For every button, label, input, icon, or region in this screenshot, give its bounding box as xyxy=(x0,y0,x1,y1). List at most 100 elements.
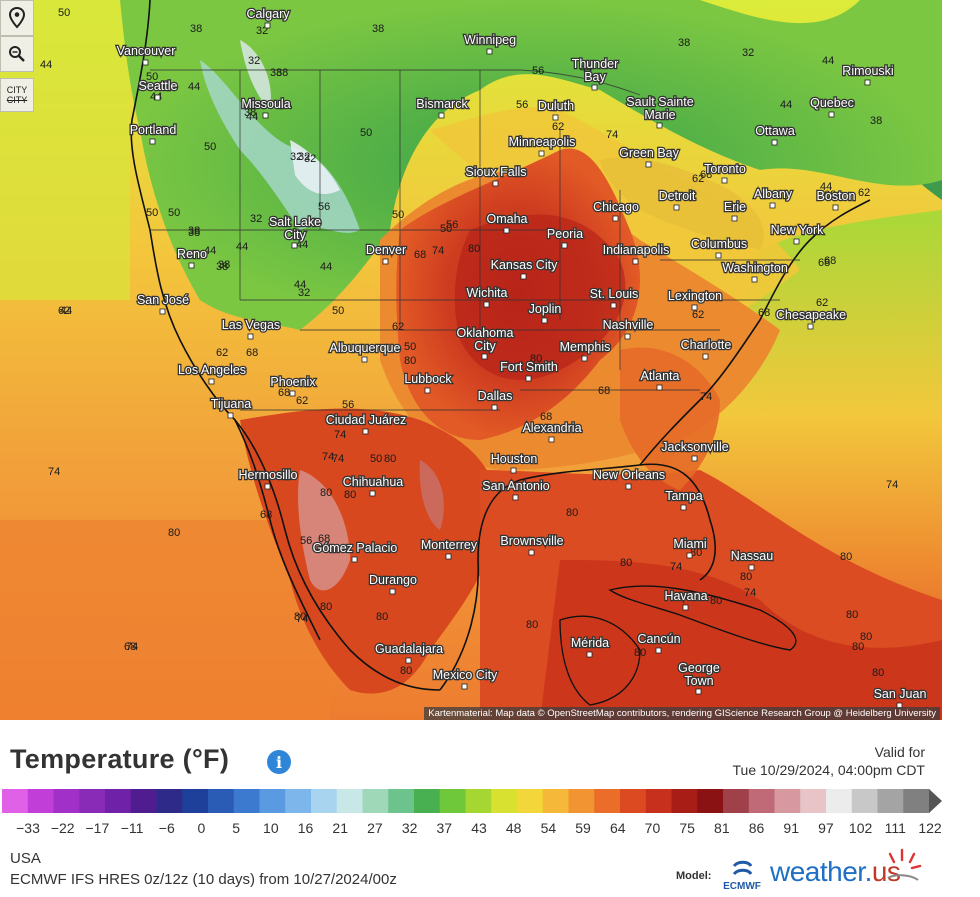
city-label: Wichita xyxy=(467,286,508,300)
city-dot xyxy=(832,204,839,211)
city-dot xyxy=(748,564,755,571)
isotherm-label: 68 xyxy=(246,347,258,359)
colorbar-tick-label: −22 xyxy=(50,820,75,836)
city-dot xyxy=(751,276,758,283)
isotherm-label: 74 xyxy=(296,613,308,625)
city-dot xyxy=(289,390,296,397)
info-icon[interactable]: i xyxy=(267,750,291,774)
city-label: Winnipeg xyxy=(464,33,516,47)
city-label: Quebec xyxy=(810,96,854,110)
isotherm-label: 38 xyxy=(678,37,690,49)
isotherm-label: 74 xyxy=(886,479,898,491)
city-dot xyxy=(247,333,254,340)
temperature-map[interactable]: 5038323844383244504432505056443832444438… xyxy=(0,0,942,720)
city-label: Nashville xyxy=(603,318,654,332)
isotherm-label: 68 xyxy=(414,249,426,261)
city-label: Rimouski xyxy=(842,64,893,78)
city-dot xyxy=(655,647,662,654)
isotherm-label: 56 xyxy=(532,65,544,77)
city-label: Ciudad Juárez xyxy=(326,413,407,427)
city-dot xyxy=(691,304,698,311)
city-label: Denver xyxy=(366,243,406,257)
isotherm-label: 68 xyxy=(278,387,290,399)
isotherm-label: 50 xyxy=(146,71,158,83)
isotherm-labels: 5038323844383244504432505056443832444438… xyxy=(40,7,898,679)
city-label: Memphis xyxy=(560,340,611,354)
colorbar-segment xyxy=(542,789,570,813)
isotherm-label: 68 xyxy=(260,509,272,521)
isotherm-label: 80 xyxy=(860,631,872,643)
isotherm-label: 68 xyxy=(540,411,552,423)
city-label: New Orleans xyxy=(593,468,665,482)
city-label: Houston xyxy=(491,452,538,466)
isotherm-label: 32 xyxy=(248,55,260,67)
city-label: Tijuana xyxy=(211,397,252,411)
isotherm-label: 44 xyxy=(296,239,308,251)
isotherm-label: 80 xyxy=(872,667,884,679)
city-dot xyxy=(625,483,632,490)
isotherm-label: 38 xyxy=(188,225,200,237)
city-dot xyxy=(491,404,498,411)
colorbar-segment xyxy=(774,789,801,813)
isotherm-label: 50 xyxy=(440,223,452,235)
city-dot xyxy=(864,79,871,86)
city-dot xyxy=(771,139,778,146)
city-dot xyxy=(492,180,499,187)
isotherm-label: 62 xyxy=(280,471,292,483)
city-dot xyxy=(438,112,445,119)
city-dot xyxy=(405,657,412,664)
isotherm-label: 80 xyxy=(320,487,332,499)
isotherm-label: 44 xyxy=(580,63,592,75)
zoom-button[interactable] xyxy=(0,36,34,72)
colorbar-segment xyxy=(568,789,595,813)
brand-name: weather xyxy=(770,856,865,887)
map-canvas[interactable]: 5038323844383244504432505056443832444438… xyxy=(0,0,942,720)
city-label: Phoenix xyxy=(270,375,316,389)
colorbar-tick-label: 16 xyxy=(297,820,314,836)
map-attribution: Kartenmaterial: Map data © OpenStreetMap… xyxy=(424,707,940,720)
isotherm-label: 56 xyxy=(342,399,354,411)
isotherm-label: 74 xyxy=(48,466,60,478)
isotherm-label: 80 xyxy=(840,551,852,563)
colorbar-tick-label: 70 xyxy=(644,820,661,836)
isotherm-label: 44 xyxy=(204,245,216,257)
city-toggle-button[interactable]: CITY CITY xyxy=(0,78,34,112)
isotherm-label: 50 xyxy=(392,209,404,221)
isotherm-label: 80 xyxy=(320,601,332,613)
isotherm-label: 50 xyxy=(58,7,70,19)
city-label: Indianapolis xyxy=(603,243,670,257)
colorbar-tick-label: 32 xyxy=(401,820,418,836)
city-toggle-label-bottom: CITY xyxy=(6,95,28,105)
city-label: Sault Sainte Marie xyxy=(626,95,693,122)
isotherm-label: 80 xyxy=(376,611,388,623)
city-label: Thunder Bay xyxy=(572,57,619,84)
isotherm-label: 38 xyxy=(244,107,256,119)
city-dot xyxy=(361,356,368,363)
city-dot xyxy=(382,258,389,265)
isotherm-label: 32 xyxy=(250,213,262,225)
city-label: Reno xyxy=(177,247,207,261)
city-label: Cancún xyxy=(637,632,680,646)
location-pin-button[interactable] xyxy=(0,0,34,36)
isotherm-label: 50 xyxy=(146,207,158,219)
city-dot xyxy=(369,490,376,497)
isotherm-label: 80 xyxy=(690,547,702,559)
city-label: Jacksonville xyxy=(661,440,728,454)
isotherm-label: 74 xyxy=(700,391,712,403)
city-label: Detroit xyxy=(659,189,696,203)
weather-us-logo[interactable]: weather.us xyxy=(770,856,901,888)
isotherm-label: 68 xyxy=(824,189,836,201)
isotherm-label: 68 xyxy=(124,641,136,653)
city-dot xyxy=(149,138,156,145)
isotherm-label: 74 xyxy=(670,561,682,573)
isotherm-label: 44 xyxy=(40,59,52,71)
isotherm-label: 62 xyxy=(552,121,564,133)
city-label: Omaha xyxy=(487,212,528,226)
city-dot xyxy=(159,308,166,315)
colorbar-segment xyxy=(851,789,879,813)
colorbar-tick-label: 102 xyxy=(848,820,873,836)
isotherm-label: 44 xyxy=(246,111,258,123)
isotherm-label: 44 xyxy=(822,55,834,67)
city-label: Kansas City xyxy=(491,258,558,272)
city-label: George Town xyxy=(678,661,720,688)
